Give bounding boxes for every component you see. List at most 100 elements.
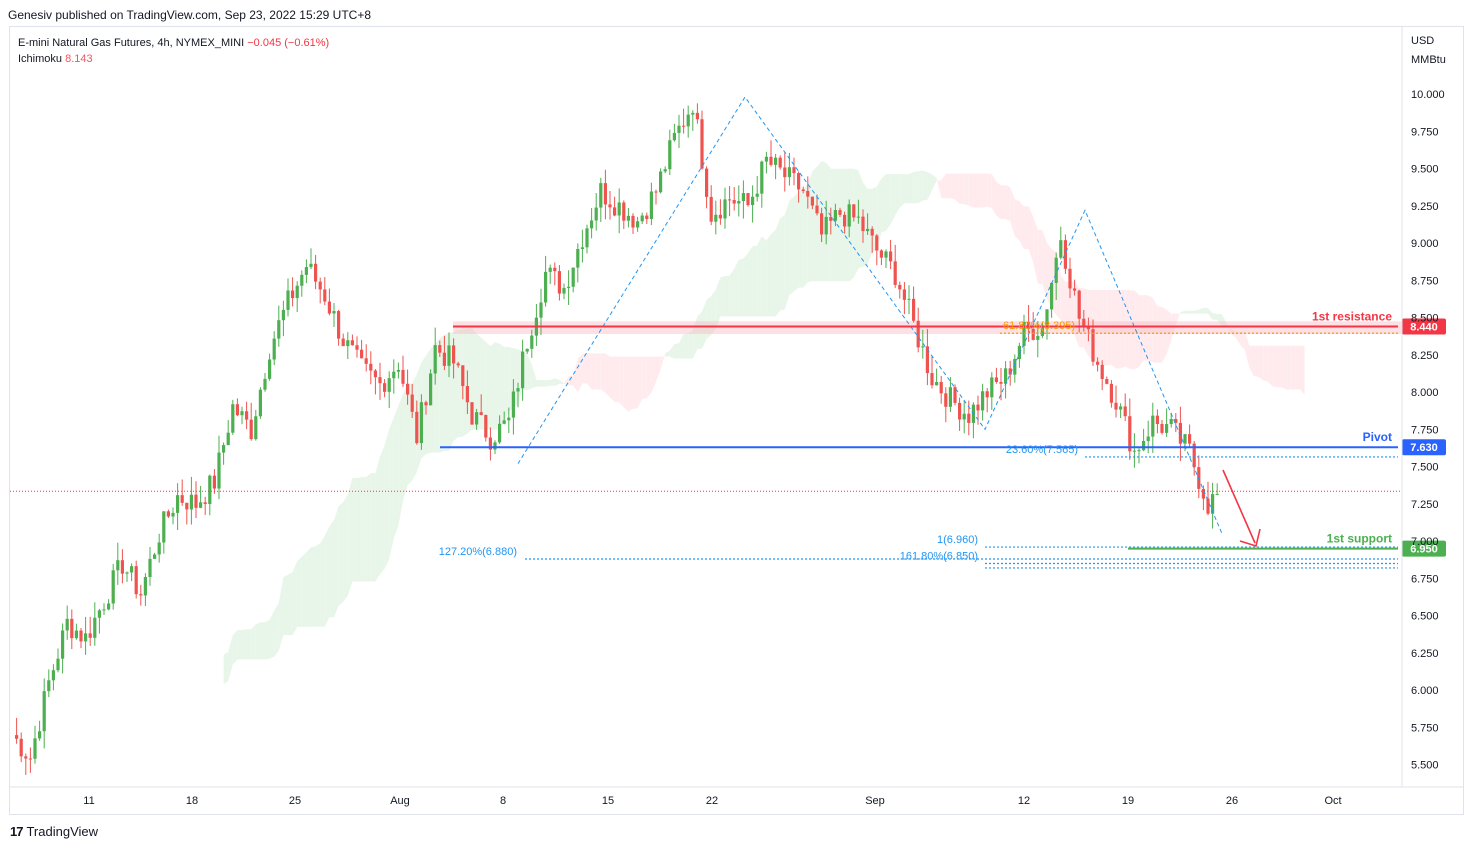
cloud-segment xyxy=(1120,289,1126,369)
indicator-name[interactable]: Ichimoku xyxy=(18,53,63,65)
cloud-segment xyxy=(780,214,785,311)
y-tick-label: 7.000 xyxy=(1411,536,1439,548)
candle-body xyxy=(948,387,952,407)
candle-body xyxy=(801,189,805,191)
cloud-segment xyxy=(1221,314,1227,326)
cloud-segment xyxy=(587,353,592,390)
y-tick-label: 9.500 xyxy=(1411,164,1439,176)
candle-body xyxy=(737,201,741,204)
y-tick-label: 9.000 xyxy=(1411,238,1439,250)
cloud-segment xyxy=(715,277,721,329)
tradingview-logo-icon: 17 xyxy=(10,824,24,839)
candle-body xyxy=(1114,402,1118,410)
cloud-segment xyxy=(1272,345,1277,388)
cloud-segment xyxy=(959,173,965,205)
candle-body xyxy=(548,267,552,272)
candle-body xyxy=(829,216,833,221)
candle-body xyxy=(562,287,566,294)
cloud-segment xyxy=(936,177,942,199)
cloud-segment xyxy=(853,168,859,278)
candle-body xyxy=(392,371,396,379)
publisher-caption: Genesiv published on TradingView.com, Se… xyxy=(8,8,372,22)
cloud-segment xyxy=(1102,289,1107,366)
candle-body xyxy=(217,452,221,489)
candle-body xyxy=(28,758,32,760)
candle-body xyxy=(1082,318,1086,328)
candle-body xyxy=(378,377,382,384)
candle-body xyxy=(939,382,943,394)
candle-body xyxy=(488,437,492,450)
candle-body xyxy=(396,369,400,372)
cloud-segment xyxy=(964,173,969,206)
candle-body xyxy=(456,363,460,366)
candle-body xyxy=(1091,329,1095,362)
cloud-segment xyxy=(1014,198,1020,241)
candle-body xyxy=(921,346,925,348)
x-tick-label: 11 xyxy=(83,795,94,807)
candle-body xyxy=(838,210,842,215)
x-tick-label: 25 xyxy=(289,795,301,807)
candle-body xyxy=(1146,436,1150,441)
cloud-segment xyxy=(384,429,390,569)
candle-body xyxy=(1128,416,1132,452)
candle-body xyxy=(935,382,939,386)
y-tick-label: 6.500 xyxy=(1411,611,1439,623)
cloud-segment xyxy=(1240,331,1245,350)
cloud-segment xyxy=(1111,289,1116,369)
candle-body xyxy=(1100,364,1104,380)
cloud-segment xyxy=(380,444,385,575)
candle-body xyxy=(1073,288,1077,291)
cloud-segment xyxy=(1010,187,1015,237)
cloud-segment xyxy=(619,356,624,408)
cloud-segment xyxy=(674,343,679,359)
cloud-segment xyxy=(499,343,505,430)
cloud-segment xyxy=(743,253,748,317)
cloud-segment xyxy=(752,245,758,317)
level-label-1st-resistance: 1st resistance xyxy=(1312,310,1392,324)
cloud-segment xyxy=(536,379,541,387)
candle-body xyxy=(212,475,216,489)
candle-body xyxy=(1155,415,1159,424)
axis-unit: MMBtu xyxy=(1411,54,1446,66)
cloud-segment xyxy=(683,333,689,359)
cloud-segment xyxy=(775,218,781,317)
price-change: −0.045 (−0.61%) xyxy=(247,37,330,49)
candle-body xyxy=(1022,321,1026,346)
symbol-title[interactable]: E-mini Natural Gas Futures, 4h, NYMEX_MI… xyxy=(18,37,245,49)
cloud-segment xyxy=(922,170,928,201)
cloud-segment xyxy=(228,635,233,682)
candle-body xyxy=(1215,494,1219,496)
cloud-segment xyxy=(255,622,261,660)
cloud-segment xyxy=(1208,308,1213,320)
candle-body xyxy=(797,173,801,190)
cloud-segment xyxy=(982,173,988,208)
candle-body xyxy=(746,193,750,206)
cloud-segment xyxy=(1267,345,1273,387)
tradingview-logo[interactable]: 17 TradingView xyxy=(10,824,98,839)
cloud-segment xyxy=(1065,281,1070,330)
cloud-segment xyxy=(320,535,325,627)
cloud-segment xyxy=(1083,288,1089,356)
candle-body xyxy=(461,365,465,387)
candle-body xyxy=(199,502,203,508)
cloud-segment xyxy=(306,547,311,627)
candle-body xyxy=(424,402,428,406)
x-tick-label: Oct xyxy=(1324,795,1341,807)
candle-body xyxy=(889,251,893,262)
candle-body xyxy=(493,442,497,450)
candle-body xyxy=(180,495,184,503)
cloud-segment xyxy=(550,378,555,386)
candle-body xyxy=(553,267,557,272)
y-tick-label: 9.750 xyxy=(1411,126,1439,138)
x-tick-label: Sep xyxy=(865,795,885,807)
candle-body xyxy=(700,119,704,169)
cloud-segment xyxy=(1037,230,1043,285)
cloud-segment xyxy=(1180,310,1185,314)
cloud-segment xyxy=(485,342,491,430)
candle-body xyxy=(613,207,617,216)
cloud-segment xyxy=(1295,345,1300,390)
cloud-segment xyxy=(596,353,601,390)
cloud-segment xyxy=(1194,309,1199,314)
cloud-segment xyxy=(840,168,845,282)
